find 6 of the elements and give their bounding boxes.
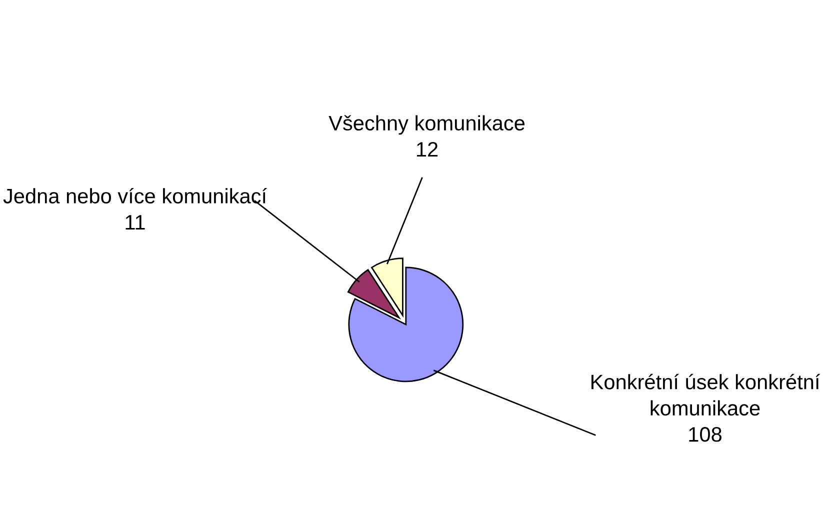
slice-label: Konkrétní úsek konkrétní komunikace bbox=[591, 374, 820, 416]
data-label: 108 bbox=[689, 427, 722, 442]
data-label: 12 bbox=[417, 142, 438, 157]
slice-label: Všechny komunikace bbox=[328, 115, 525, 135]
slice-label: Jedna nebo více komunikací bbox=[3, 188, 267, 204]
data-label: 11 bbox=[126, 215, 145, 230]
